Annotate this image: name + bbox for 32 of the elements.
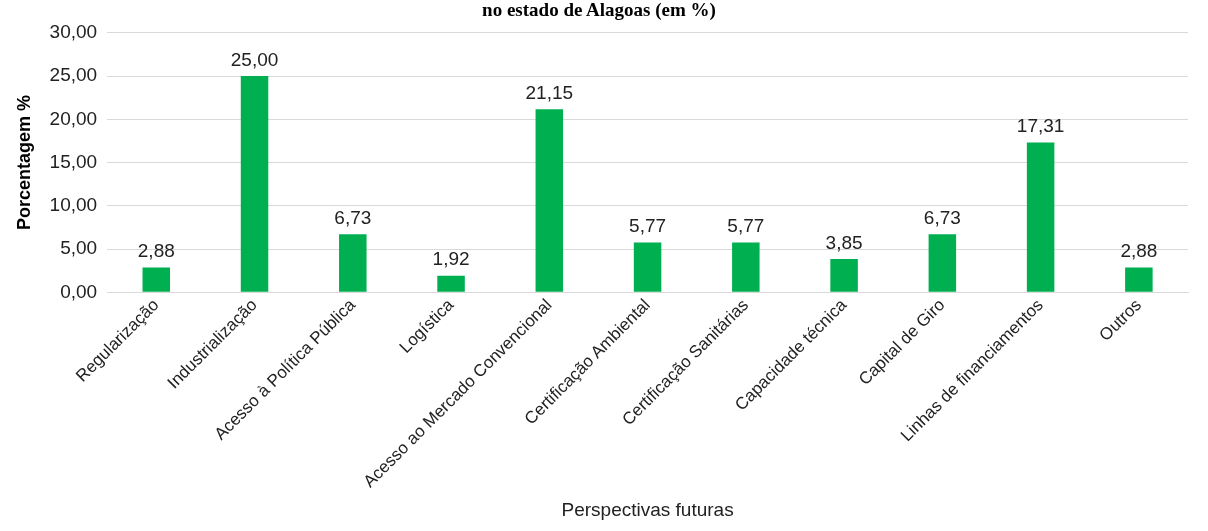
bar xyxy=(928,234,957,292)
data-label: 2,88 xyxy=(1120,240,1158,262)
y-tick-label: 30,00 xyxy=(49,21,98,43)
data-label: 2,88 xyxy=(137,240,175,262)
bar xyxy=(535,109,564,292)
bar xyxy=(240,76,269,292)
y-tick-label: 5,00 xyxy=(60,237,98,259)
bar xyxy=(142,267,171,292)
bar xyxy=(1125,267,1153,292)
data-label: 3,85 xyxy=(825,231,863,253)
y-tick-label: 10,00 xyxy=(49,194,98,216)
bar xyxy=(732,242,760,292)
y-axis-title: Porcentagem % xyxy=(13,95,34,231)
y-tick-label: 0,00 xyxy=(60,280,98,302)
y-tick-label: 25,00 xyxy=(49,64,98,86)
data-label: 25,00 xyxy=(230,48,279,70)
data-label: 6,73 xyxy=(334,206,372,228)
bar xyxy=(1026,142,1055,292)
data-label: 6,73 xyxy=(923,206,961,228)
data-label: 5,77 xyxy=(629,215,667,237)
bar xyxy=(339,234,367,292)
y-tick-label: 20,00 xyxy=(49,107,98,129)
bar xyxy=(437,275,465,292)
data-label: 5,77 xyxy=(727,215,765,237)
bar xyxy=(633,242,662,292)
data-label: 17,31 xyxy=(1016,115,1065,137)
chart-title: no estado de Alagoas (em %) xyxy=(482,0,716,22)
x-axis-title: Perspectivas futuras xyxy=(561,498,734,520)
y-tick-label: 15,00 xyxy=(49,150,98,172)
data-label: 1,92 xyxy=(432,248,470,270)
data-label: 21,15 xyxy=(525,82,574,104)
bar xyxy=(830,259,858,292)
